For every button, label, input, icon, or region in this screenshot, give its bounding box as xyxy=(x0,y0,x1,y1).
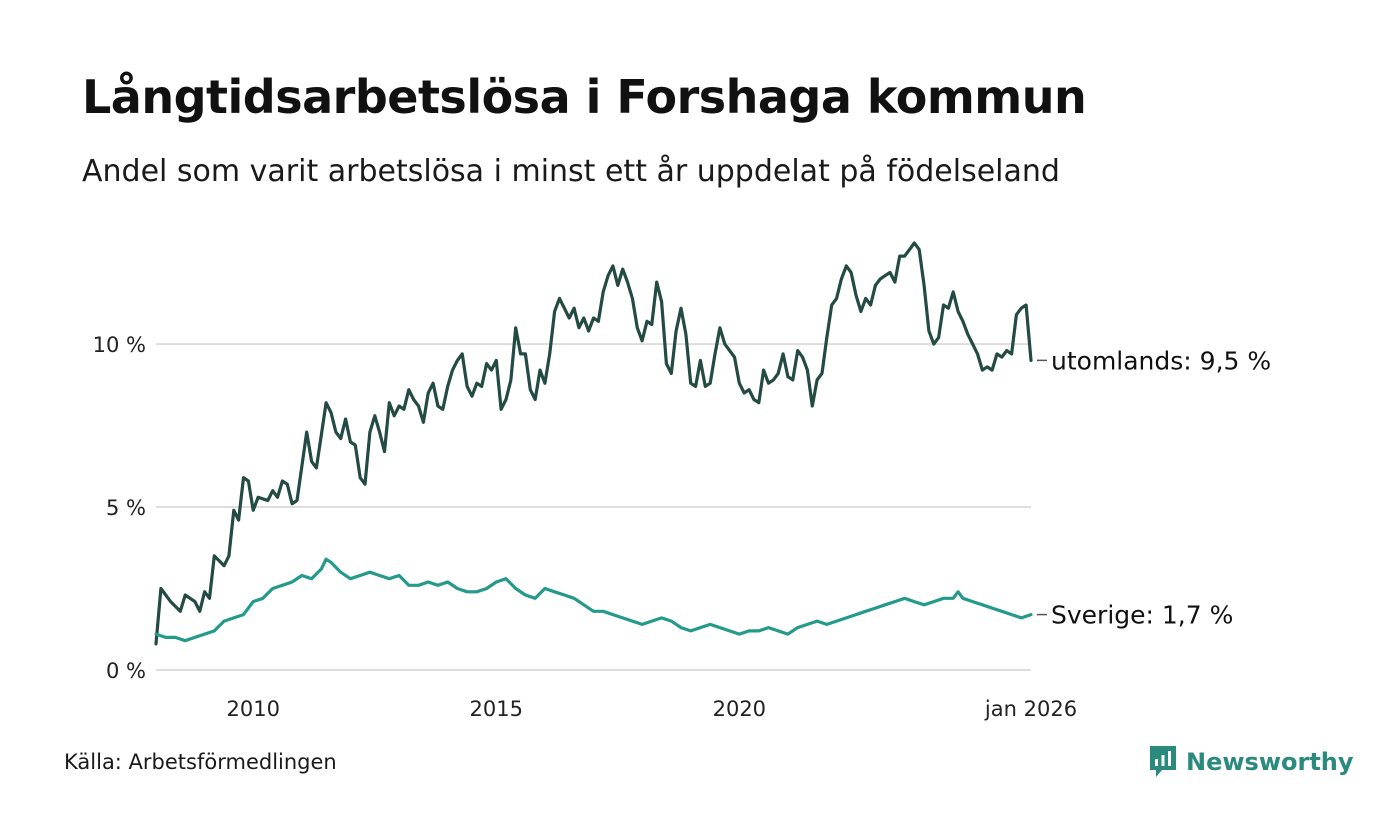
series-lines xyxy=(154,241,1033,646)
y-tick-label: 0 % xyxy=(106,659,146,683)
chart-subtitle: Andel som varit arbetslösa i minst ett å… xyxy=(82,154,1060,189)
x-tick-label: 2020 xyxy=(713,697,766,721)
series-end-labels: utomlands: 9,5 % Sverige: 1,7 % xyxy=(1037,346,1271,630)
x-tick-label: 2015 xyxy=(470,697,523,721)
newsworthy-logo[interactable]: Newsworthy xyxy=(1148,742,1354,782)
series-line-utomlands xyxy=(154,241,1033,646)
y-tick-label: 10 % xyxy=(93,333,146,357)
brand-name: Newsworthy xyxy=(1186,748,1354,776)
chart-title: Långtidsarbetslösa i Forshaga kommun xyxy=(82,70,1087,124)
series-end-label: utomlands: 9,5 % xyxy=(1051,346,1271,375)
x-tick-label: jan 2026 xyxy=(984,697,1077,721)
series-line-sverige xyxy=(154,557,1033,643)
y-tick-label: 5 % xyxy=(106,496,146,520)
grid-lines xyxy=(156,343,1031,671)
x-tick-label: 2010 xyxy=(226,697,279,721)
x-axis: 2010 2015 2020 jan 2026 xyxy=(226,697,1077,721)
y-axis: 0 % 5 % 10 % xyxy=(93,333,146,683)
newsworthy-icon xyxy=(1150,746,1176,777)
series-end-label: Sverige: 1,7 % xyxy=(1051,601,1233,630)
source-note: Källa: Arbetsförmedlingen xyxy=(64,750,337,774)
